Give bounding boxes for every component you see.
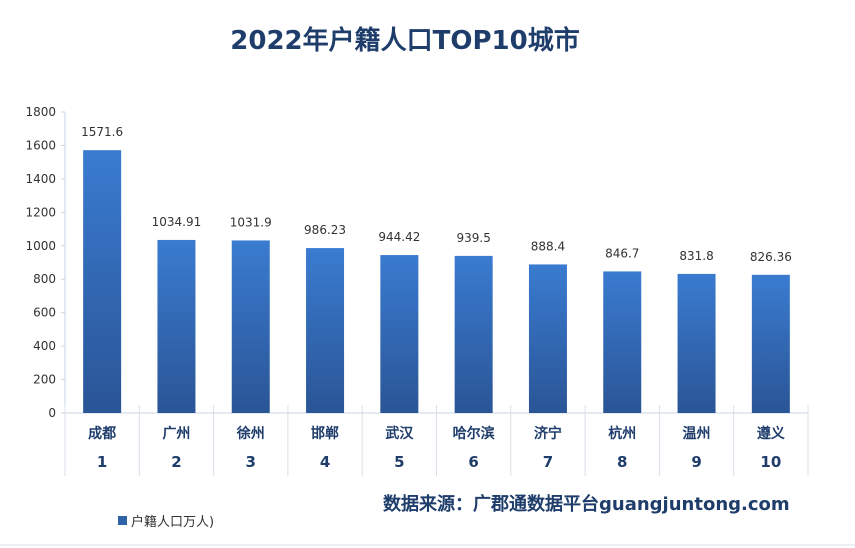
legend-label: 户籍人口万人) <box>131 515 215 530</box>
data-label: 939.5 <box>456 231 490 245</box>
x-rank-label: 7 <box>543 453 553 471</box>
x-rank-label: 4 <box>320 453 330 471</box>
bar-6 <box>454 255 493 413</box>
x-category-label: 邯郸 <box>311 425 339 442</box>
x-rank-label: 9 <box>691 453 701 471</box>
bar-7 <box>528 264 567 413</box>
x-rank-label: 5 <box>394 453 404 471</box>
x-category-label: 济宁 <box>534 425 562 442</box>
y-tick-label: 1800 <box>25 105 56 119</box>
y-tick-label: 1400 <box>25 172 56 186</box>
data-label: 986.23 <box>304 223 346 237</box>
data-label: 1031.9 <box>230 215 272 229</box>
data-label: 831.8 <box>679 249 713 263</box>
legend-swatch <box>118 516 127 525</box>
x-rank-label: 8 <box>617 453 627 471</box>
x-category-label: 哈尔滨 <box>453 425 495 442</box>
x-category-label: 遵义 <box>757 425 785 442</box>
y-tick-label: 1600 <box>25 138 56 152</box>
y-tick-label: 800 <box>33 272 56 286</box>
x-rank-label: 1 <box>97 453 107 471</box>
bar-4 <box>306 248 345 413</box>
bar-1 <box>83 150 122 414</box>
x-rank-label: 3 <box>246 453 256 471</box>
y-tick-label: 200 <box>33 373 56 387</box>
data-label: 846.7 <box>605 246 639 260</box>
chart-title: 2022年户籍人口TOP10城市 <box>230 26 580 56</box>
x-rank-label: 6 <box>468 453 478 471</box>
y-tick-label: 0 <box>48 406 56 420</box>
x-category-label: 广州 <box>162 425 190 442</box>
bar-3 <box>231 240 270 413</box>
x-rank-label: 2 <box>171 453 181 471</box>
data-label: 826.36 <box>750 250 792 264</box>
legend: 户籍人口万人) <box>118 511 214 530</box>
bar-5 <box>380 255 419 413</box>
y-tick-label: 600 <box>33 306 56 320</box>
bar-9 <box>677 273 716 413</box>
x-category-label: 徐州 <box>236 425 265 442</box>
y-tick-label: 400 <box>33 339 56 353</box>
data-label: 944.42 <box>378 230 420 244</box>
data-label: 888.4 <box>531 239 565 253</box>
bar-10 <box>751 274 790 413</box>
bar-8 <box>603 271 642 413</box>
data-source: 数据来源：广郡通数据平台guangjuntong.com <box>383 494 790 515</box>
y-tick-label: 1200 <box>25 205 56 219</box>
y-tick-label: 1000 <box>25 239 56 253</box>
x-rank-label: 10 <box>760 453 781 471</box>
data-label: 1034.91 <box>152 215 202 229</box>
x-category-label: 杭州 <box>608 425 636 442</box>
data-label: 1571.6 <box>81 125 123 139</box>
x-category-label: 温州 <box>683 426 711 442</box>
x-category-label: 成都 <box>88 425 116 442</box>
bar-2 <box>157 239 196 413</box>
x-category-label: 武汉 <box>385 425 414 442</box>
